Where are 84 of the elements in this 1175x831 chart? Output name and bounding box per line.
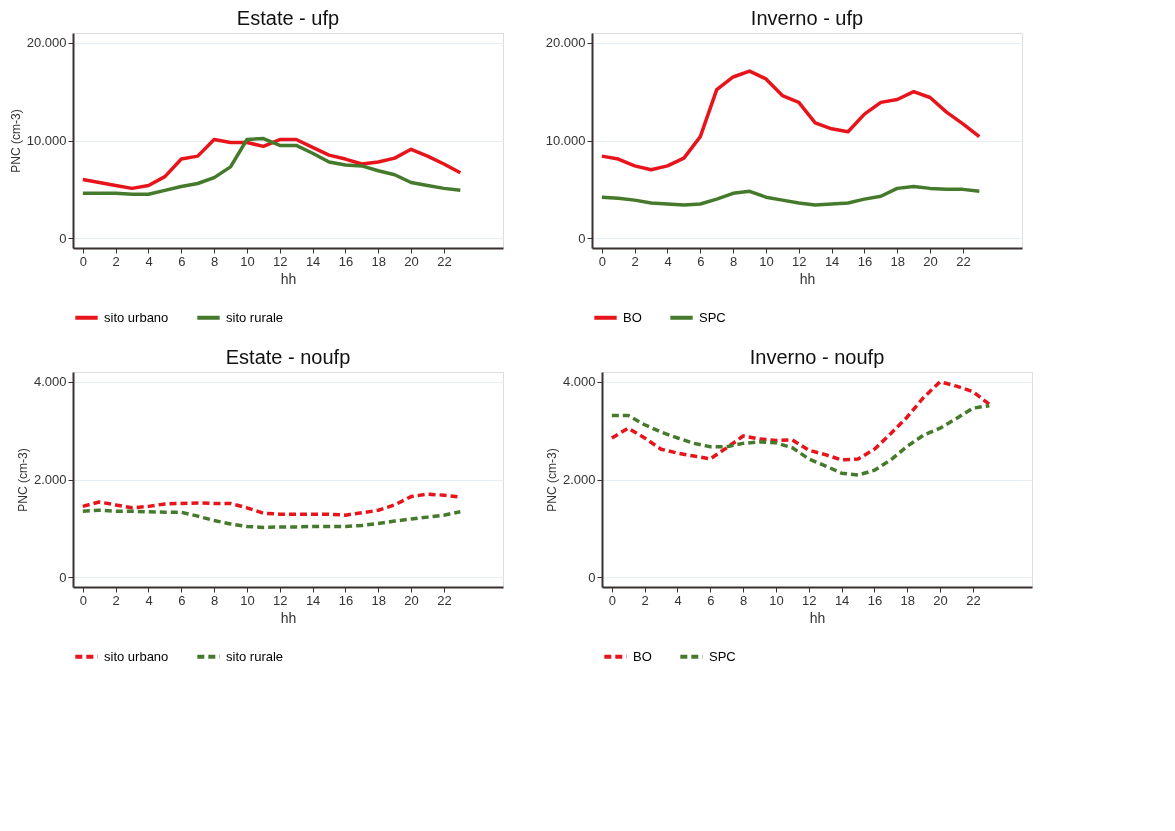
y-tick-label: 0 <box>59 230 67 246</box>
x-tick-label: 12 <box>802 592 817 608</box>
y-tick-label: 0 <box>59 569 67 585</box>
x-tick-label: 16 <box>338 253 354 269</box>
x-axis-title: hh <box>799 270 816 287</box>
legend-label: SPC <box>699 309 726 325</box>
y-axis-title: PNC (cm-3) <box>544 448 559 512</box>
x-tick-label: 20 <box>923 253 938 269</box>
line-series <box>610 403 992 477</box>
x-tick-label: 12 <box>792 253 807 269</box>
x-tick-label: 6 <box>697 253 705 269</box>
x-tick-label: 18 <box>900 592 915 608</box>
legend-label: sito urbano <box>104 648 169 664</box>
y-tick-label: 0 <box>578 230 586 246</box>
x-tick-label: 14 <box>305 253 321 269</box>
x-tick-label: 16 <box>338 592 354 608</box>
x-tick-label: 6 <box>178 253 186 269</box>
chart-title: Inverno - ufp <box>750 7 864 29</box>
x-tick-label: 22 <box>966 592 981 608</box>
x-tick-label: 8 <box>211 253 219 269</box>
y-axis-title: PNC (cm-3) <box>15 448 30 512</box>
x-tick-label: 22 <box>437 592 452 608</box>
x-tick-label: 8 <box>740 592 748 608</box>
x-tick-label: 16 <box>867 592 883 608</box>
x-tick-label: 18 <box>371 592 386 608</box>
chart-title: Inverno - noufp <box>749 346 885 368</box>
chart-title: Estate - noufp <box>225 346 351 368</box>
x-tick-label: 2 <box>112 253 120 269</box>
x-tick-label: 14 <box>824 253 840 269</box>
y-tick-label: 0 <box>588 569 596 585</box>
x-tick-label: 0 <box>608 592 616 608</box>
y-tick-label: 2.000 <box>33 472 67 487</box>
line-series <box>600 184 982 207</box>
x-tick-label: 4 <box>664 253 672 269</box>
x-axis-title: hh <box>280 609 297 626</box>
x-tick-label: 10 <box>769 592 784 608</box>
x-tick-label: 6 <box>707 592 715 608</box>
x-tick-label: 22 <box>437 253 452 269</box>
x-tick-label: 8 <box>211 592 219 608</box>
x-tick-label: 20 <box>404 253 419 269</box>
x-tick-label: 4 <box>674 592 682 608</box>
x-tick-label: 18 <box>371 253 386 269</box>
x-tick-label: 20 <box>933 592 948 608</box>
x-tick-label: 22 <box>956 253 971 269</box>
line-series <box>81 508 463 530</box>
x-axis-title: hh <box>809 609 826 626</box>
x-tick-label: 0 <box>79 253 87 269</box>
line-series <box>610 380 992 462</box>
legend-label: SPC <box>709 648 736 664</box>
chart-title: Estate - ufp <box>236 7 340 29</box>
legend-label: sito rurale <box>226 648 284 664</box>
x-tick-label: 4 <box>145 253 153 269</box>
y-tick-label: 4.000 <box>33 374 67 390</box>
legend-label: sito urbano <box>104 309 169 325</box>
x-tick-label: 10 <box>240 592 255 608</box>
x-tick-label: 0 <box>598 253 606 269</box>
x-tick-label: 10 <box>240 253 255 269</box>
y-tick-label: 2.000 <box>562 472 596 487</box>
x-tick-label: 6 <box>178 592 186 608</box>
legend-label: sito rurale <box>226 309 284 325</box>
x-tick-label: 20 <box>404 592 419 608</box>
x-tick-label: 0 <box>79 592 87 608</box>
y-tick-label: 20.000 <box>545 35 586 51</box>
x-tick-label: 14 <box>305 592 321 608</box>
x-tick-label: 16 <box>857 253 873 269</box>
x-axis-title: hh <box>280 270 297 287</box>
y-tick-label: 4.000 <box>562 374 596 390</box>
y-axis-title: PNC (cm-3) <box>8 109 23 173</box>
legend-label: BO <box>623 309 642 325</box>
x-tick-label: 12 <box>273 592 288 608</box>
x-tick-label: 10 <box>759 253 774 269</box>
x-tick-label: 18 <box>890 253 905 269</box>
legend-label: BO <box>633 648 652 664</box>
line-series <box>600 69 982 172</box>
x-tick-label: 8 <box>730 253 738 269</box>
x-tick-label: 14 <box>834 592 850 608</box>
y-tick-label: 10.000 <box>545 133 586 148</box>
y-tick-label: 20.000 <box>26 35 67 51</box>
y-tick-label: 10.000 <box>26 133 67 148</box>
x-tick-label: 2 <box>112 592 120 608</box>
x-tick-label: 12 <box>273 253 288 269</box>
x-tick-label: 2 <box>641 592 649 608</box>
x-tick-label: 2 <box>631 253 639 269</box>
x-tick-label: 4 <box>145 592 153 608</box>
